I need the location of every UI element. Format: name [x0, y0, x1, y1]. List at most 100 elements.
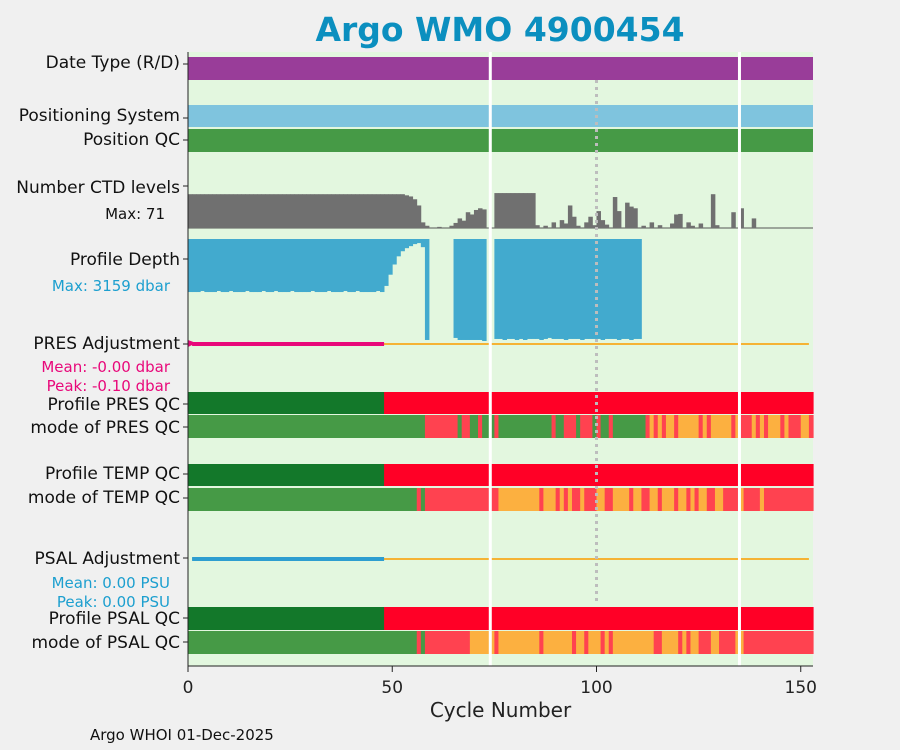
ctd-level-bar	[375, 194, 381, 228]
ctd-level-bar	[392, 194, 397, 228]
label-profile-psal-qc: Profile PSAL QC	[48, 609, 180, 629]
ctd-level-bar	[482, 209, 487, 228]
ctd-level-bar	[314, 194, 320, 228]
profile-depth-bar	[188, 239, 193, 293]
ctd-level-bar	[710, 194, 716, 228]
psal-adjustment-peak: Peak: 0.00 PSU	[56, 593, 170, 611]
mode_pres_qc-segment	[457, 415, 463, 438]
profile-depth-bar	[404, 239, 409, 249]
ctd-level-bar	[322, 194, 328, 228]
ctd-level-bar	[384, 194, 389, 228]
profile-depth-bar	[612, 239, 618, 339]
ctd-level-bar	[629, 206, 634, 228]
ctd-level-bar	[494, 193, 499, 228]
mode_pres_qc-segment	[678, 415, 700, 438]
mode_temp_qc-segment	[661, 488, 675, 511]
profile-depth-bar	[514, 239, 520, 340]
mode_psal_qc-segment	[604, 631, 610, 654]
ctd-level-bar	[416, 205, 422, 228]
ctd-level-bar	[228, 194, 234, 228]
profile-depth-bar	[424, 239, 430, 340]
profile-depth-bar	[286, 239, 291, 293]
mode_temp_qc-segment	[678, 488, 687, 511]
mode_pres_qc-segment	[780, 415, 786, 438]
profile-depth-bar	[621, 239, 626, 339]
mode_pres_qc-segment	[665, 415, 675, 438]
ctd-level-bar	[220, 194, 226, 228]
ctd-level-bar	[330, 194, 336, 228]
mode_pres_qc-segment	[702, 415, 708, 438]
ctd-level-bar	[363, 194, 369, 228]
profile-depth-bar	[249, 239, 254, 293]
mode_pres_qc-segment	[653, 415, 659, 438]
mode_temp_qc-segment	[698, 488, 708, 511]
chart-title: Argo WMO 4900454	[315, 10, 685, 49]
profile_pres_qc-segment	[384, 392, 814, 414]
mode_psal_qc-segment	[498, 631, 540, 654]
ctd-level-bar	[343, 194, 348, 228]
mode_pres_qc-segment	[555, 415, 565, 438]
ctd-level-bar	[371, 194, 377, 228]
ctd-level-bar	[257, 194, 262, 228]
ctd-level-bar	[551, 222, 557, 228]
profile-depth-bar	[629, 239, 634, 340]
pres-adjustment-peak: Peak: -0.10 dbar	[46, 377, 170, 395]
mode_psal_qc-segment	[539, 631, 544, 654]
mode_pres_qc-segment	[768, 415, 781, 438]
mode_temp_qc-segment	[657, 488, 663, 511]
ctd-level-bar	[310, 194, 316, 228]
ctd-level-bar	[510, 193, 516, 228]
positioning-bar	[188, 105, 813, 127]
ctd-level-bar	[604, 224, 610, 228]
mode_temp_qc-segment	[555, 488, 561, 511]
footer-credit: Argo WHOI 01-Dec-2025	[90, 726, 274, 744]
ctd-level-bar	[449, 225, 454, 228]
mode_psal_qc-segment	[612, 631, 655, 654]
mode_pres_qc-segment	[498, 415, 553, 438]
ctd-level-bar	[469, 214, 475, 228]
mode_temp_qc-segment	[543, 488, 557, 511]
ctd-level-bar	[657, 225, 663, 228]
profile_pres_qc-segment	[188, 392, 385, 414]
ctd-level-bar	[616, 211, 622, 228]
ctd-level-bar	[420, 222, 426, 228]
ctd-level-bar	[522, 193, 528, 228]
ctd-level-bar	[592, 225, 597, 228]
profile-depth-bar	[571, 239, 577, 339]
mode_temp_qc-segment	[690, 488, 696, 511]
mode_pres_qc-segment	[784, 415, 790, 438]
ctd-level-bar	[571, 216, 577, 228]
mode_pres_qc-segment	[551, 415, 557, 438]
ctd-level-bar	[192, 194, 197, 228]
profile-depth-bar	[253, 239, 258, 293]
ctd-level-bar	[408, 196, 414, 228]
mode_temp_qc-segment	[563, 488, 569, 511]
ctd-level-bar	[473, 209, 479, 228]
x-tick-label: 0	[183, 678, 194, 698]
profile-depth-bar	[322, 239, 328, 293]
ctd-level-bar	[318, 194, 324, 228]
ctd-level-bar	[506, 193, 512, 228]
label-position-qc: Position QC	[83, 130, 180, 150]
mode_psal_qc-segment	[416, 631, 422, 654]
profile-depth-bar	[204, 239, 209, 293]
profile-depth-bar	[555, 239, 561, 339]
mode_psal_qc-segment	[739, 631, 745, 654]
profile-depth-bar	[616, 239, 622, 340]
profile-depth-bar	[559, 239, 565, 339]
label-profile-temp-qc: Profile TEMP QC	[45, 464, 180, 484]
mode_pres_qc-segment	[612, 415, 647, 438]
ctd-level-bar	[424, 225, 430, 228]
mode_temp_qc-segment	[188, 488, 418, 511]
profile-depth-bar	[302, 239, 307, 293]
mode_temp_qc-segment	[759, 488, 765, 511]
mode_pres_qc-segment	[788, 415, 802, 438]
ctd-level-bar	[576, 225, 581, 228]
ctd-level-bar	[294, 194, 299, 228]
label-date-type: Date Type (R/D)	[45, 53, 180, 73]
mode_pres_qc-segment	[698, 415, 704, 438]
profile-depth-bar	[237, 239, 242, 293]
ctd-level-bar	[204, 194, 209, 228]
profile-depth-bar	[330, 239, 336, 293]
